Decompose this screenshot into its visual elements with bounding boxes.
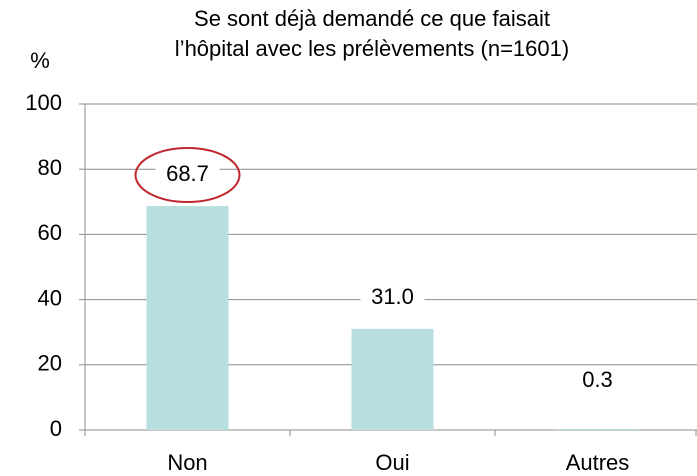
y-tick-label: 60 bbox=[38, 220, 62, 245]
data-label: 68.7 bbox=[166, 161, 209, 186]
data-label: 31.0 bbox=[371, 284, 414, 309]
bar bbox=[351, 328, 434, 430]
chart-title: Se sont déjà demandé ce que faisait bbox=[194, 6, 550, 31]
y-tick-label: 40 bbox=[38, 285, 62, 310]
y-tick-label: 80 bbox=[38, 155, 62, 180]
data-label: 0.3 bbox=[582, 367, 613, 392]
y-axis-label: % bbox=[30, 48, 50, 73]
data-label-bg bbox=[565, 366, 630, 397]
data-label-bg bbox=[360, 282, 425, 313]
x-tick-label: Non bbox=[167, 450, 207, 475]
data-label-bg bbox=[155, 160, 220, 191]
x-tick-label: Oui bbox=[375, 450, 409, 475]
chart-title: l’hôpital avec les prélèvements (n=1601) bbox=[175, 36, 569, 61]
x-tick-label: Autres bbox=[566, 450, 630, 475]
y-tick-label: 20 bbox=[38, 351, 62, 376]
bar bbox=[556, 429, 639, 430]
y-tick-label: 0 bbox=[50, 416, 62, 441]
highlight-circle bbox=[134, 147, 241, 204]
y-tick-label: 100 bbox=[25, 90, 62, 115]
bar bbox=[146, 206, 229, 430]
